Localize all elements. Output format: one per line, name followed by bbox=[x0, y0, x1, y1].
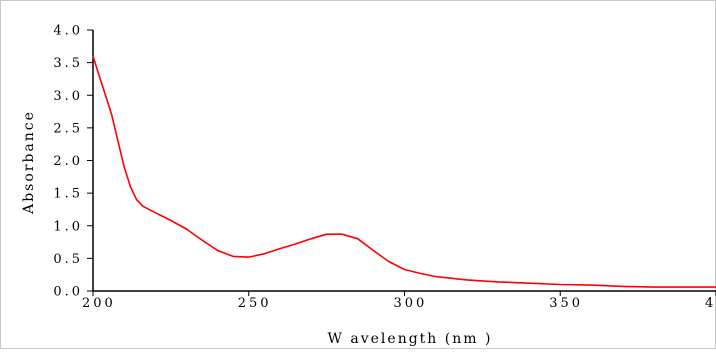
y-tick-label: 1.5 bbox=[53, 187, 83, 202]
x-axis-title: W avelength (nm ) bbox=[328, 331, 493, 347]
x-tick-label: 200 bbox=[82, 296, 116, 311]
y-tick-label: 2.0 bbox=[53, 154, 83, 169]
y-tick-label: 2.5 bbox=[53, 121, 83, 136]
x-tick-label: 40 bbox=[705, 296, 716, 311]
x-tick-label: 250 bbox=[238, 296, 272, 311]
y-tick-label: 4.0 bbox=[53, 24, 83, 39]
x-tick-label: 300 bbox=[394, 296, 428, 311]
y-tick-label: 3.0 bbox=[53, 89, 83, 104]
x-tick-label: 350 bbox=[549, 296, 583, 311]
y-tick-label: 1.0 bbox=[53, 219, 83, 234]
y-tick-label: 3.5 bbox=[53, 56, 83, 71]
y-tick-label: 0.0 bbox=[53, 285, 83, 300]
absorbance-series-line bbox=[92, 55, 716, 288]
y-tick-label: 0.5 bbox=[53, 252, 83, 267]
y-axis-title: Absorbance bbox=[21, 110, 37, 215]
